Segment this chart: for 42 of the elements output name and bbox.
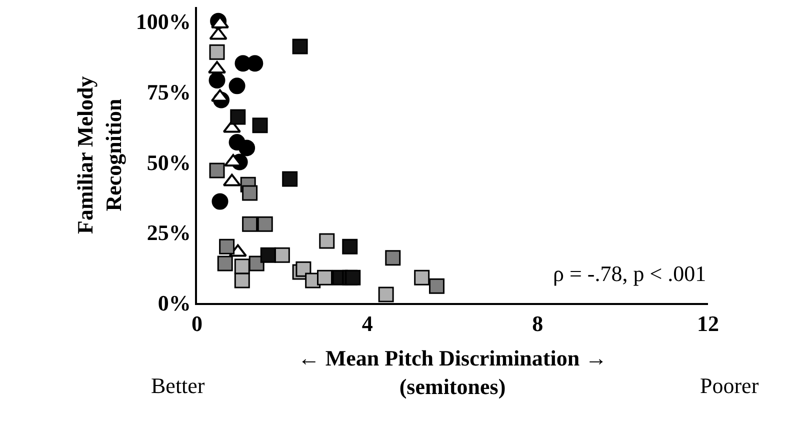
y-tick-label: 0%: [158, 290, 191, 316]
point: [274, 247, 290, 263]
point: [234, 258, 250, 274]
x-tick-label: 0: [192, 311, 202, 336]
point: [242, 185, 258, 201]
point: [252, 118, 268, 134]
point: [317, 270, 332, 286]
point: [345, 270, 361, 286]
text: Poorer: [700, 373, 760, 398]
x-tick-label: 8: [532, 311, 544, 336]
point: [217, 256, 233, 272]
point: [428, 278, 444, 294]
y-axis-title: Familiar Melody Recognition: [72, 76, 126, 234]
point: [209, 44, 225, 60]
point: [260, 247, 276, 263]
point: [242, 216, 258, 232]
annotation: ρ = -.78, p < .001: [553, 261, 706, 286]
point: [209, 162, 225, 178]
x-axis-title: ← Mean Pitch Discrimination → (semitones): [298, 346, 608, 400]
point: [228, 78, 246, 94]
point: [208, 72, 226, 89]
point: [238, 140, 256, 156]
point: [219, 238, 235, 254]
point: [385, 250, 401, 266]
point: [414, 270, 430, 286]
point: [282, 171, 298, 187]
point: [319, 233, 335, 249]
text: Better: [151, 373, 206, 398]
point: [212, 193, 228, 210]
point: [378, 286, 394, 302]
y-tick-label: 50%: [146, 150, 191, 175]
point: [292, 38, 308, 54]
point: [230, 109, 246, 125]
x-tick-label: 4: [362, 311, 373, 336]
point: [296, 261, 312, 277]
point: [257, 216, 273, 232]
x-tick-label: 12: [697, 311, 719, 336]
point: [342, 238, 358, 254]
y-tick-label: 75%: [146, 79, 191, 104]
point: [234, 272, 250, 288]
y-tick-label: 100%: [136, 8, 191, 34]
y-tick-label: 25%: [146, 220, 191, 246]
